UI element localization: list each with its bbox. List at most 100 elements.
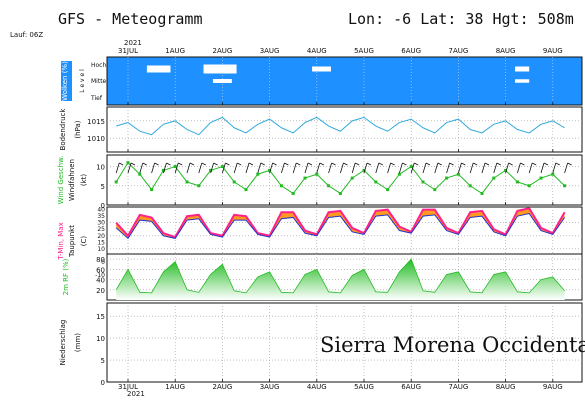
wind-barb	[210, 162, 214, 174]
bottom-date-label: 2AUG	[213, 383, 233, 391]
wind-barb	[422, 162, 427, 174]
panel-frame	[106, 56, 583, 106]
wind-barb	[245, 162, 250, 174]
y-axis-label: (hPa)	[74, 120, 82, 138]
wind-barb-flag	[449, 162, 454, 166]
wind-speed-point	[362, 168, 366, 172]
wind-barb	[222, 162, 226, 174]
wind-speed-point	[445, 176, 449, 180]
wind-speed-point	[527, 184, 531, 188]
bottom-axis-year: 2021	[127, 390, 145, 398]
wind-barb-flag	[272, 162, 277, 166]
wind-barb	[564, 162, 568, 174]
wind-speed-point	[185, 180, 189, 184]
wind-speed-point	[480, 191, 484, 195]
wind-speed-point	[409, 165, 413, 169]
temp-max-line	[115, 207, 566, 239]
wind-barb	[328, 162, 332, 174]
temp-tick: 0	[101, 259, 105, 266]
wind-barb-flag	[201, 162, 206, 166]
wind-barb-flag	[130, 162, 136, 166]
wind-barb-flag	[355, 162, 360, 166]
wind-speed-point	[126, 161, 130, 165]
wind-barb	[469, 162, 474, 174]
region-label: Sierra Morena Occidental	[320, 333, 585, 357]
wind-barb-flag	[154, 162, 159, 166]
wind-barb	[399, 162, 403, 174]
bottom-date-label: 4AUG	[307, 383, 327, 391]
temp-tick: 40	[97, 207, 105, 214]
wind-barb	[446, 162, 450, 174]
wind-speed-point	[209, 168, 213, 172]
temp-tick: 10	[97, 246, 105, 253]
wind-barb-flag	[390, 162, 395, 166]
wind-speed-point	[421, 180, 425, 184]
bottom-date-label: 31JUL	[118, 383, 138, 391]
wind-speed-point	[315, 172, 319, 176]
wind-speed-point	[468, 184, 472, 188]
panels: Wolken (%) L e v e lHochMittelTief1015101…	[57, 56, 583, 387]
wind-speed-point	[539, 176, 543, 180]
wind-speed-point	[303, 176, 307, 180]
wind-barb-flag	[532, 162, 537, 166]
top-date-label: 1AUG	[165, 47, 185, 55]
wind-speed-point	[504, 168, 508, 172]
temp-tick: 15	[97, 239, 105, 246]
wind-barb-flag	[508, 162, 513, 166]
temp-min-line	[115, 212, 566, 240]
wind-barb-flag	[496, 162, 501, 166]
bottom-date-label: 9AUG	[543, 383, 563, 391]
high-cloud-mark	[146, 65, 171, 73]
wind-barb-flag	[567, 162, 572, 166]
wind-speed-point	[256, 172, 260, 176]
wind-barb-flag	[248, 162, 254, 166]
wind-barb	[458, 162, 462, 174]
wind-barb	[174, 162, 179, 174]
wind-barb	[115, 162, 120, 174]
wind-barb-flag	[366, 162, 372, 166]
wind-barb-flag	[296, 162, 301, 166]
wind-speed-point	[374, 180, 378, 184]
chart-title: GFS - Meteogramm	[58, 10, 203, 28]
y-axis-label: (C)	[80, 236, 88, 247]
wind-barb-flag	[260, 162, 265, 166]
wind-speed-point	[268, 168, 272, 172]
wind-barb	[316, 162, 321, 174]
precip-tick: 5	[101, 357, 105, 365]
wind-barb	[410, 162, 415, 174]
wind-barb	[552, 162, 557, 174]
wind-speed-point	[386, 188, 390, 192]
wind-barb	[351, 162, 356, 174]
top-date-label: 6AUG	[401, 47, 421, 55]
wind-speed-point	[563, 184, 567, 188]
wind-barb	[139, 162, 144, 174]
wind-speed-point	[433, 188, 437, 192]
wind-barb	[493, 162, 498, 174]
y-axis-label: Taupunkt	[68, 225, 76, 258]
wind-speed-point	[456, 172, 460, 176]
wind-speed-point	[244, 188, 248, 192]
wind-barb	[528, 162, 533, 174]
temp-tick: -10	[95, 272, 105, 279]
precip-tick: 15	[96, 313, 105, 321]
wind-barb	[387, 162, 391, 174]
top-date-label: 8AUG	[496, 47, 516, 55]
wind-barb	[127, 162, 132, 174]
panel-precip: 15 10 5 0 Niederschlag (mm)	[59, 302, 583, 387]
wind-barb-flag	[213, 162, 218, 166]
wind-barb-flag	[319, 162, 324, 166]
wind-barb	[363, 162, 368, 174]
wind-speed-point	[173, 165, 177, 169]
wind-barb	[151, 162, 155, 174]
temp-tick: 25	[97, 226, 105, 233]
wind-barb-flag	[437, 162, 442, 166]
wind-tick: 0	[101, 202, 105, 210]
y-axis-label: (kt)	[80, 174, 88, 187]
wind-speed-point	[114, 180, 118, 184]
wind-speed-point	[197, 184, 201, 188]
top-date-label: 31JUL	[118, 47, 138, 55]
pressure-line	[116, 116, 565, 136]
y-axis-label: Niederschlag	[59, 320, 67, 366]
